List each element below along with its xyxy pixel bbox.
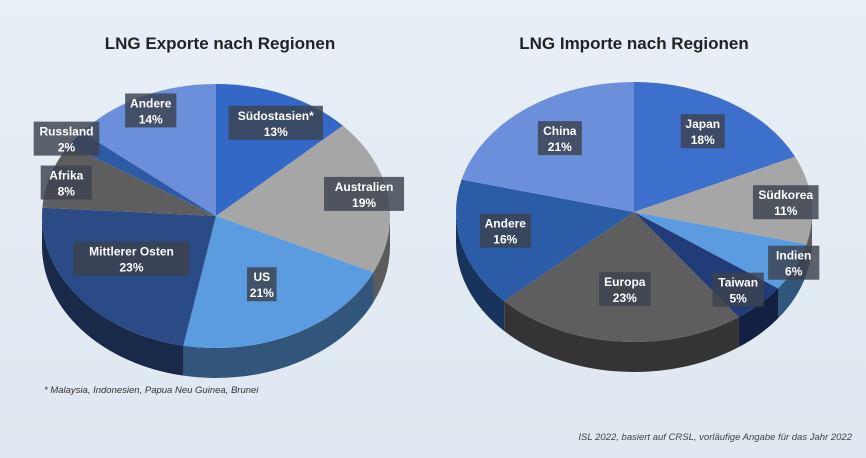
label-box [599,272,651,307]
slice-label-1: Südkorea 11% [752,185,819,220]
slice-label-value: 11% [774,204,798,218]
pie-side-1 [373,216,390,303]
slice-label-6: Andere 14% [125,93,177,128]
slice-label-name: Indien [776,249,811,263]
label-box [768,245,820,280]
slice-label-3: Taiwan 5% [712,272,764,307]
label-box [247,267,277,302]
label-box [40,165,92,200]
slice-label-5: Russland 2% [33,121,100,156]
slice-label-name: Australien [335,180,394,194]
pie-slice-2 [183,216,374,349]
pie-slice-5 [456,179,634,301]
slice-label-value: 2% [58,141,76,155]
slice-label-name: US [253,270,270,284]
slice-label-value: 6% [785,265,803,279]
label-box [537,121,582,156]
slice-label-value: 8% [58,185,76,199]
slice-label-name: Südkorea [758,188,813,202]
pie-slice-1 [634,156,812,245]
label-box [324,176,405,211]
slice-label-name: Andere [485,217,527,231]
slice-label-value: 18% [691,133,715,147]
slice-label-value: 23% [613,291,637,305]
slice-label-value: 21% [548,140,572,154]
pie-slice-1 [216,125,390,273]
slice-label-0: Japan 18% [680,114,725,149]
slice-label-value: 14% [139,112,163,126]
slice-label-name: Russland [39,125,93,139]
pie-slice-5 [69,131,216,216]
chart-title-exports: LNG Exporte nach Regionen [104,34,336,53]
pie-side-3 [738,288,779,348]
slice-label-value: 5% [730,292,748,306]
slice-label-1: Australien 19% [324,176,405,211]
slice-label-4: Afrika 8% [40,165,92,200]
slice-label-value: 19% [352,196,376,210]
slice-label-name: Japan [685,117,720,131]
source-note: ISL 2022, basiert auf CRSL, vorläufige A… [578,432,852,443]
chart-title-imports: LNG Importe nach Regionen [519,34,749,53]
slice-label-value: 13% [264,125,288,139]
label-box [125,93,177,128]
slice-label-name: Südostasien* [238,109,314,123]
label-box [33,121,100,156]
pie-side-3 [42,216,184,376]
slice-label-value: 23% [119,261,143,275]
slice-label-name: Europa [604,275,646,289]
slice-label-6: China 21% [537,121,582,156]
slice-label-value: 21% [250,286,274,300]
label-box [479,213,531,248]
label-box [228,105,323,140]
slice-label-name: Taiwan [718,276,758,290]
pie-slice-2 [634,212,807,289]
slice-label-value: 16% [493,233,517,247]
label-box [73,241,190,276]
label-box [752,185,819,220]
slice-label-5: Andere 16% [479,213,531,248]
slice-label-3: Mittlerer Osten 23% [73,241,190,276]
pie-side-4 [504,300,739,372]
label-box [680,114,725,149]
label-box [712,272,764,307]
slice-label-name: Afrika [49,169,83,183]
slice-label-2: US 21% [247,267,277,302]
pie-side-5 [456,212,505,331]
slice-label-2: Indien 6% [768,245,820,280]
pie-side-2 [183,272,374,379]
slice-label-0: Südostasien* 13% [228,105,323,140]
footnote: * Malaysia, Indonesien, Papua Neu Guinea… [44,385,259,396]
slice-label-name: Andere [130,96,172,110]
slice-label-name: China [543,124,577,138]
slice-label-name: Mittlerer Osten [89,245,174,259]
slice-label-4: Europa 23% [599,272,651,307]
pie-slice-6 [81,84,216,216]
